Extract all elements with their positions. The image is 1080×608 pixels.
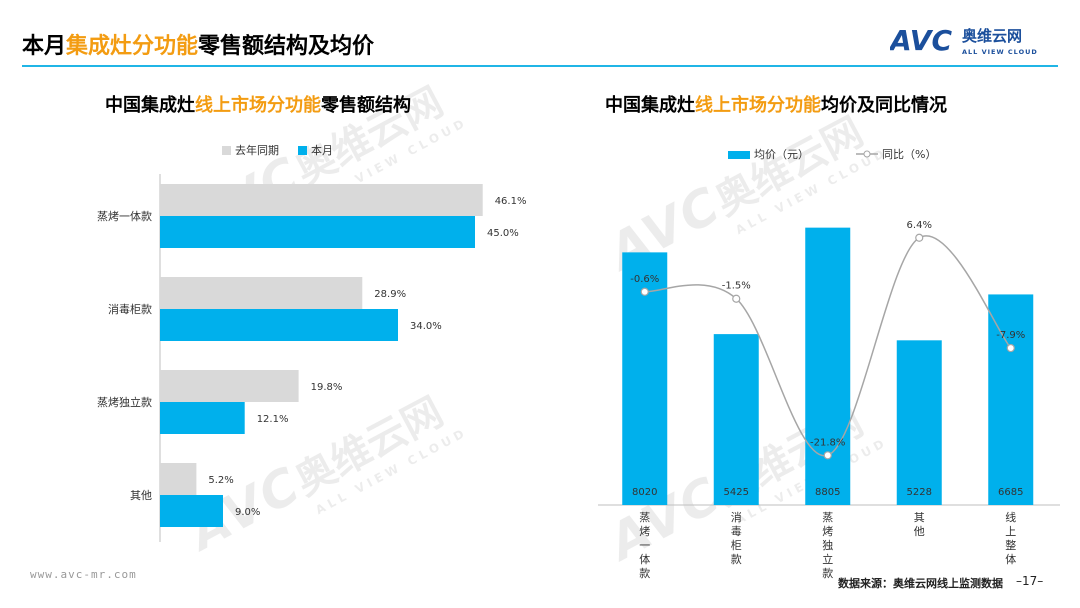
left-bar-chart: 蒸烤一体款 46.1% 45.0% 消毒柜款 28.9% 34.0% 蒸烤独立款 19.8% 1… — [97, 174, 527, 542]
bar-data-label: 8805 — [815, 487, 840, 498]
category-label-char: 体 — [639, 552, 650, 566]
line-data-label: -21.8% — [810, 437, 845, 448]
data-label: 46.1% — [495, 196, 527, 207]
category-label-char: 毒 — [731, 525, 742, 538]
logo-brand: AVC — [890, 24, 952, 57]
data-label: 28.9% — [374, 289, 406, 300]
category-label-char: 他 — [914, 525, 925, 538]
category-label-char: 蒸 — [639, 511, 650, 524]
data-label: 34.0% — [410, 321, 442, 332]
legend-swatch-blue — [298, 146, 307, 155]
category-label-char: 款 — [639, 566, 650, 580]
bar-last-year — [160, 463, 197, 495]
page-title: 本月集成灶分功能零售额结构及均价 — [22, 28, 374, 60]
bar-data-label: 5228 — [907, 487, 932, 498]
category-label-char: 体 — [1005, 552, 1016, 566]
line-data-label: -1.5% — [722, 281, 751, 292]
line-point — [732, 294, 741, 303]
category-label-char: 独 — [822, 539, 833, 552]
logo-cn: 奥维云网 — [962, 27, 1022, 45]
page-title-highlight: 集成灶分功能 — [66, 34, 199, 59]
bar-last-year — [160, 370, 299, 402]
left-chart-title: 中国集成灶线上市场分功能零售额结构 — [105, 95, 411, 116]
category-label-char: 上 — [1005, 525, 1016, 538]
avc-logo: AVC 奥维云网 ALL VIEW CLOUD — [890, 24, 1038, 57]
line-point — [915, 233, 924, 242]
bar-data-label: 6685 — [998, 487, 1023, 498]
line-point — [640, 287, 649, 296]
legend-label: 均价（元） — [754, 148, 809, 161]
category-label-char: 线 — [1005, 510, 1016, 524]
legend-swatch-bar — [728, 151, 750, 159]
bar-data-label: 8020 — [632, 487, 657, 498]
website-url: www.avc-mr.com — [30, 568, 137, 581]
line-yoy — [644, 235, 1012, 457]
line-data-label: -7.9% — [996, 330, 1025, 341]
bar-last-year — [160, 184, 483, 216]
title-divider — [22, 65, 1058, 67]
category-label-char: 烤 — [822, 524, 833, 538]
page-number: –17– — [1016, 574, 1044, 588]
bar-avg-price — [805, 227, 851, 505]
data-label: 5.2% — [208, 475, 233, 486]
category-label-char: 其 — [914, 511, 925, 524]
right-combo-chart: 8020蒸烤一体款5425消毒柜款8805蒸烤独立款5228其他6685线上整体… — [598, 220, 1060, 580]
page-title-part: 零售额结构及均价 — [198, 34, 375, 59]
logo-en: ALL VIEW CLOUD — [962, 48, 1038, 56]
legend-swatch-gray — [222, 146, 231, 155]
category-label: 其他 — [130, 489, 152, 502]
bar-this-month — [160, 309, 398, 341]
left-chart-legend: 去年同期 本月 — [222, 142, 333, 158]
right-chart-title: 中国集成灶线上市场分功能均价及同比情况 — [605, 95, 947, 116]
category-label-char: 款 — [822, 566, 833, 580]
legend-label: 本月 — [311, 144, 333, 157]
legend-label: 同比（%） — [882, 148, 937, 161]
data-label: 9.0% — [235, 507, 260, 518]
category-label-char: 整 — [1005, 538, 1016, 552]
bar-avg-price — [988, 294, 1034, 505]
bar-this-month — [160, 402, 245, 434]
category-label-char: 款 — [731, 552, 742, 566]
data-label: 19.8% — [311, 382, 343, 393]
data-label: 45.0% — [487, 228, 519, 239]
bar-this-month — [160, 216, 475, 248]
bar-this-month — [160, 495, 223, 527]
category-label-char: 蒸 — [822, 511, 833, 524]
line-point — [1006, 343, 1015, 353]
category-label-char: 一 — [639, 539, 650, 552]
legend-swatch-line — [856, 150, 878, 158]
data-label: 12.1% — [257, 414, 289, 425]
line-point — [823, 451, 832, 460]
bar-last-year — [160, 277, 363, 309]
page-title-part: 本月 — [22, 34, 67, 59]
line-data-label: 6.4% — [907, 220, 932, 231]
category-label-char: 柜 — [731, 539, 742, 552]
bar-data-label: 5425 — [724, 487, 749, 498]
category-label-char: 立 — [822, 552, 833, 566]
category-label: 消毒柜款 — [108, 302, 152, 316]
data-source: 数据来源：奥维云网线上监测数据 — [838, 577, 1003, 590]
bar-avg-price — [713, 334, 759, 505]
category-label-char: 消 — [731, 510, 742, 524]
bar-avg-price — [896, 340, 942, 505]
category-label: 蒸烤独立款 — [97, 395, 152, 409]
category-label-char: 烤 — [639, 524, 650, 538]
legend-label: 去年同期 — [235, 144, 279, 157]
right-chart-legend: 均价（元） 同比（%） — [728, 146, 936, 162]
line-data-label: -0.6% — [630, 274, 659, 285]
category-label: 蒸烤一体款 — [97, 209, 152, 223]
